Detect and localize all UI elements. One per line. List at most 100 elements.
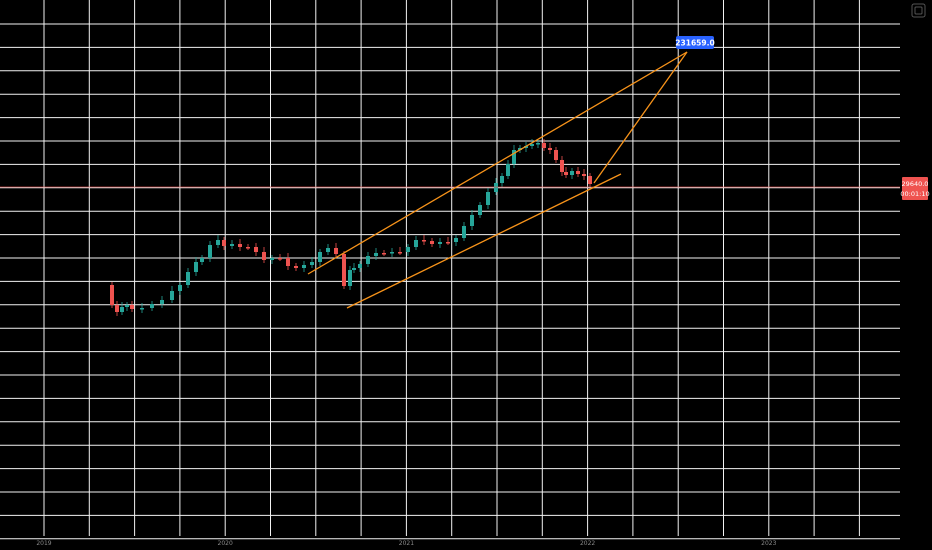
candle	[374, 248, 378, 260]
candle	[588, 173, 592, 187]
candle	[454, 235, 458, 246]
x-axis: 2019 2020 2021 2022 2023	[36, 540, 776, 547]
candle	[542, 139, 546, 151]
candle-body	[462, 226, 466, 238]
candle	[110, 282, 114, 308]
trend-channel[interactable]	[307, 51, 688, 309]
candle-body	[110, 285, 114, 305]
candle-body	[246, 247, 250, 249]
candle	[560, 156, 564, 176]
candle-body	[506, 164, 510, 176]
x-tick-label: 2022	[580, 540, 595, 547]
candle	[358, 261, 362, 272]
candle-body	[270, 258, 274, 260]
candle-body	[554, 150, 558, 160]
candle	[222, 237, 226, 250]
candlestick-series	[110, 139, 592, 316]
candle	[270, 255, 274, 264]
candle	[438, 238, 442, 248]
candle	[554, 147, 558, 163]
candle	[352, 263, 356, 273]
candle-body	[518, 148, 522, 150]
candle-body	[310, 262, 314, 265]
candle	[342, 251, 346, 289]
target-price-badge[interactable]: 231659.0	[675, 36, 715, 49]
candle-body	[200, 258, 204, 262]
candle	[478, 202, 482, 218]
candle-body	[414, 240, 418, 247]
candle	[348, 266, 352, 290]
candle-body	[582, 174, 586, 176]
candle-body	[382, 253, 386, 255]
candle	[310, 257, 314, 268]
candle	[406, 244, 410, 256]
channel-upper-line[interactable]	[307, 51, 688, 275]
candle	[366, 252, 370, 267]
candle-body	[588, 176, 592, 184]
projection-line[interactable]	[593, 51, 688, 184]
candle	[278, 254, 282, 261]
target-price-label: 231659.0	[675, 39, 714, 48]
candle-body	[430, 241, 434, 244]
candle	[518, 145, 522, 153]
candle	[140, 303, 144, 313]
candle	[564, 167, 568, 178]
candle	[548, 143, 552, 154]
candle-body	[130, 305, 134, 309]
candle-body	[326, 248, 330, 252]
candle-body	[570, 171, 574, 175]
x-tick-label: 2019	[36, 540, 51, 547]
candle	[302, 261, 306, 272]
candle	[422, 235, 426, 245]
candle-body	[125, 305, 129, 307]
candle-body	[576, 171, 580, 174]
candle	[462, 222, 466, 241]
candle	[286, 253, 290, 270]
candle	[238, 239, 242, 251]
candle-body	[530, 144, 534, 146]
last-price-countdown: 00:01:10	[900, 190, 929, 198]
candle	[208, 241, 212, 262]
candle	[194, 257, 198, 276]
candle	[576, 167, 580, 177]
candle	[120, 302, 124, 315]
x-tick-label: 2023	[761, 540, 776, 547]
candle	[130, 301, 134, 312]
candle-body	[446, 242, 450, 244]
candle	[150, 301, 154, 311]
candle-body	[278, 258, 282, 260]
candle-body	[216, 240, 220, 245]
candle	[254, 243, 258, 256]
last-price-badge: 29640.0 00:01:10	[900, 177, 930, 200]
candle	[486, 188, 490, 209]
candle	[334, 243, 338, 258]
candle-body	[334, 248, 338, 254]
candle-body	[542, 143, 546, 148]
candle-body	[186, 272, 190, 285]
candle-body	[342, 254, 346, 286]
candle-body	[170, 291, 174, 300]
candle	[382, 250, 386, 256]
candle	[494, 178, 498, 195]
candle-body	[294, 266, 298, 268]
channel-lower-line[interactable]	[346, 173, 622, 309]
candle-body	[140, 308, 144, 310]
candle	[470, 210, 474, 230]
candle-body	[348, 270, 352, 286]
candle	[170, 286, 174, 303]
chart-grid	[0, 0, 900, 540]
candle	[512, 145, 516, 168]
candle-body	[150, 304, 154, 308]
candle	[398, 247, 402, 255]
candle	[446, 237, 450, 245]
candle	[246, 244, 250, 250]
candle	[500, 173, 504, 187]
candle-body	[286, 258, 290, 266]
candle	[570, 168, 574, 179]
candle	[530, 139, 534, 149]
settings-square-icon[interactable]	[911, 3, 926, 18]
candle	[160, 296, 164, 308]
candle	[294, 263, 298, 271]
candle	[186, 268, 190, 288]
